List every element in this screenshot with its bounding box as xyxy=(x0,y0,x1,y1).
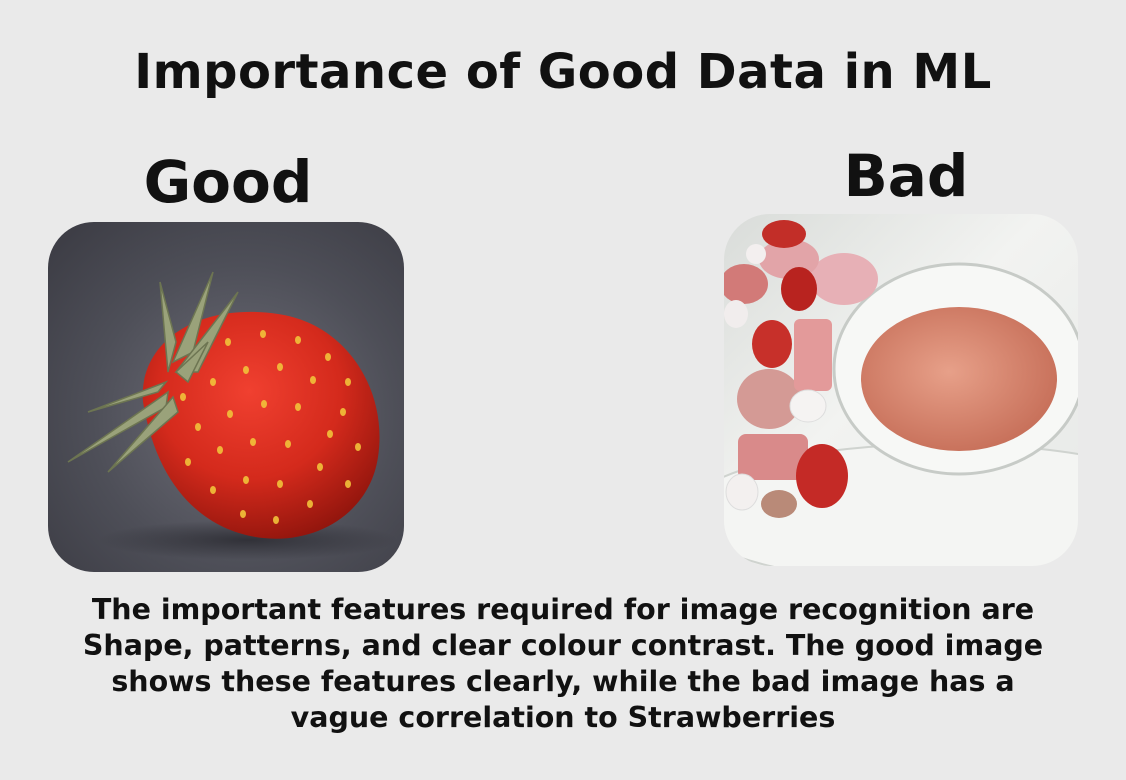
bad-food-plate-image xyxy=(724,214,1078,566)
good-strawberry-image xyxy=(48,222,404,572)
caption-line: The important features required for imag… xyxy=(91,593,1035,626)
good-label: Good xyxy=(143,148,313,216)
caption-line: shows these features clearly, while the … xyxy=(111,665,1015,698)
caption-line: Shape, patterns, and clear colour contra… xyxy=(82,629,1044,662)
bad-label: Bad xyxy=(843,142,969,210)
caption-line: vague correlation to Strawberries xyxy=(290,701,836,734)
page-title: Importance of Good Data in ML xyxy=(134,44,992,100)
caption-text: The important features required for imag… xyxy=(30,592,1096,736)
